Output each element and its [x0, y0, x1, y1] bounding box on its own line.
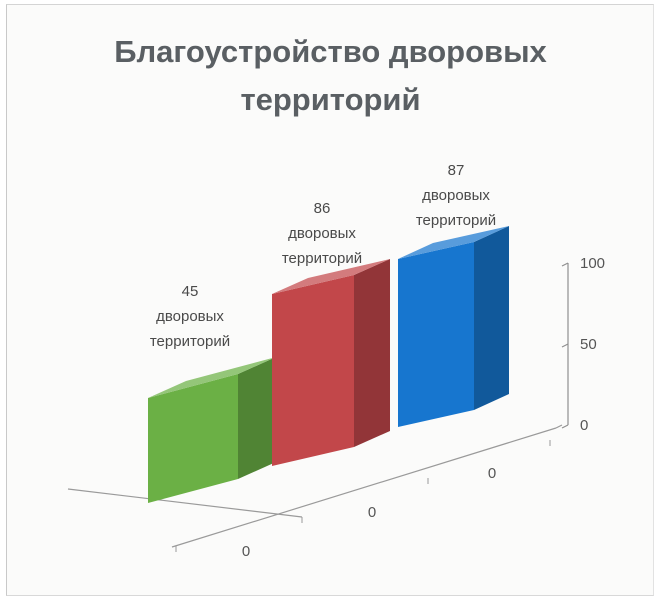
x-axis-line	[171, 427, 557, 548]
bar-front-face	[148, 374, 238, 503]
bar-top-face	[398, 226, 509, 259]
y-tick-label: 100	[580, 255, 605, 272]
bar-top-face	[272, 259, 390, 294]
x-tick-label: 0	[368, 504, 376, 521]
bar-side-face	[354, 259, 390, 447]
bar-front-face	[398, 242, 474, 427]
data-label: 87	[448, 162, 465, 179]
y-tick-mark	[561, 424, 569, 429]
data-label: 86	[314, 200, 331, 217]
y-tick-mark	[561, 343, 569, 348]
data-label: территорий	[416, 212, 496, 229]
axis-corner	[555, 424, 563, 429]
bar-side-face	[474, 226, 509, 410]
bar-top-face	[148, 357, 276, 398]
x-tick-label: 0	[242, 543, 250, 560]
data-label: 45	[182, 283, 199, 300]
y-tick-mark	[561, 262, 569, 267]
chart-title-line-2: территорий	[240, 82, 421, 117]
data-label: территорий	[282, 250, 362, 267]
data-label: дворовых	[156, 308, 224, 325]
data-label: территорий	[150, 333, 230, 350]
floor-back-left-edge	[67, 488, 303, 518]
x-tick-label: 0	[488, 465, 496, 482]
data-label: дворовых	[288, 225, 356, 242]
y-tick-label: 50	[580, 336, 597, 353]
chart-title-line-1: Благоустройство дворовых	[114, 34, 547, 69]
bar-front-face	[272, 275, 354, 466]
data-label: дворовых	[422, 187, 490, 204]
y-tick-label: 0	[580, 417, 588, 434]
bar-side-face	[238, 357, 276, 479]
